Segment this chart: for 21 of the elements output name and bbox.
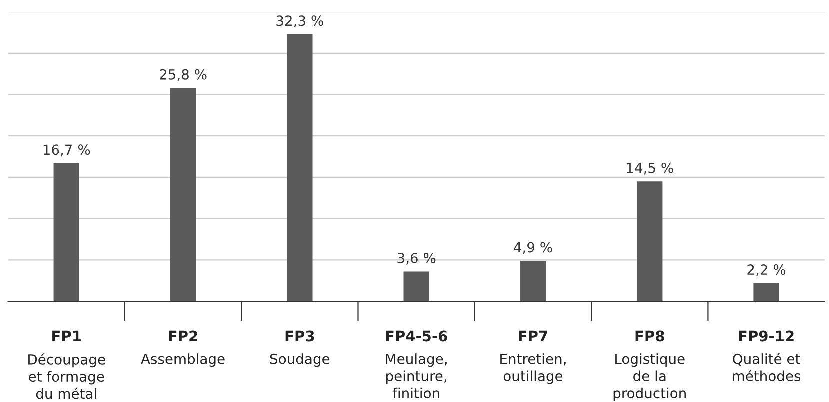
x-tick-label: FP1 Découpage et formage du métal bbox=[28, 330, 106, 400]
bar bbox=[404, 272, 430, 302]
data-label: 4,9 % bbox=[514, 242, 552, 254]
data-label: 2,2 % bbox=[748, 264, 786, 276]
data-label: 16,7 % bbox=[44, 144, 90, 157]
bar bbox=[637, 182, 663, 302]
data-label: 3,6 % bbox=[398, 252, 436, 265]
x-tick-label: FP7 Entretien, outillage bbox=[500, 330, 566, 384]
bar bbox=[170, 88, 196, 302]
bar bbox=[520, 260, 546, 302]
x-tick-label: FP2 Assemblage bbox=[141, 330, 225, 368]
bar bbox=[54, 163, 80, 302]
bar bbox=[287, 34, 313, 302]
x-tick-label: FP8 Logistique de la production bbox=[614, 330, 686, 402]
data-label: 32,3 % bbox=[276, 16, 324, 28]
x-tick-label: FP3 Soudage bbox=[270, 330, 330, 368]
x-tick-label: FP4-5-6 Meulage, peinture, finition bbox=[386, 330, 448, 399]
data-label: 25,8 % bbox=[160, 69, 207, 82]
x-tick-label: FP9-12 Qualité et méthodes bbox=[733, 330, 801, 382]
data-label: 14,5 % bbox=[627, 162, 674, 175]
bar bbox=[754, 283, 780, 302]
